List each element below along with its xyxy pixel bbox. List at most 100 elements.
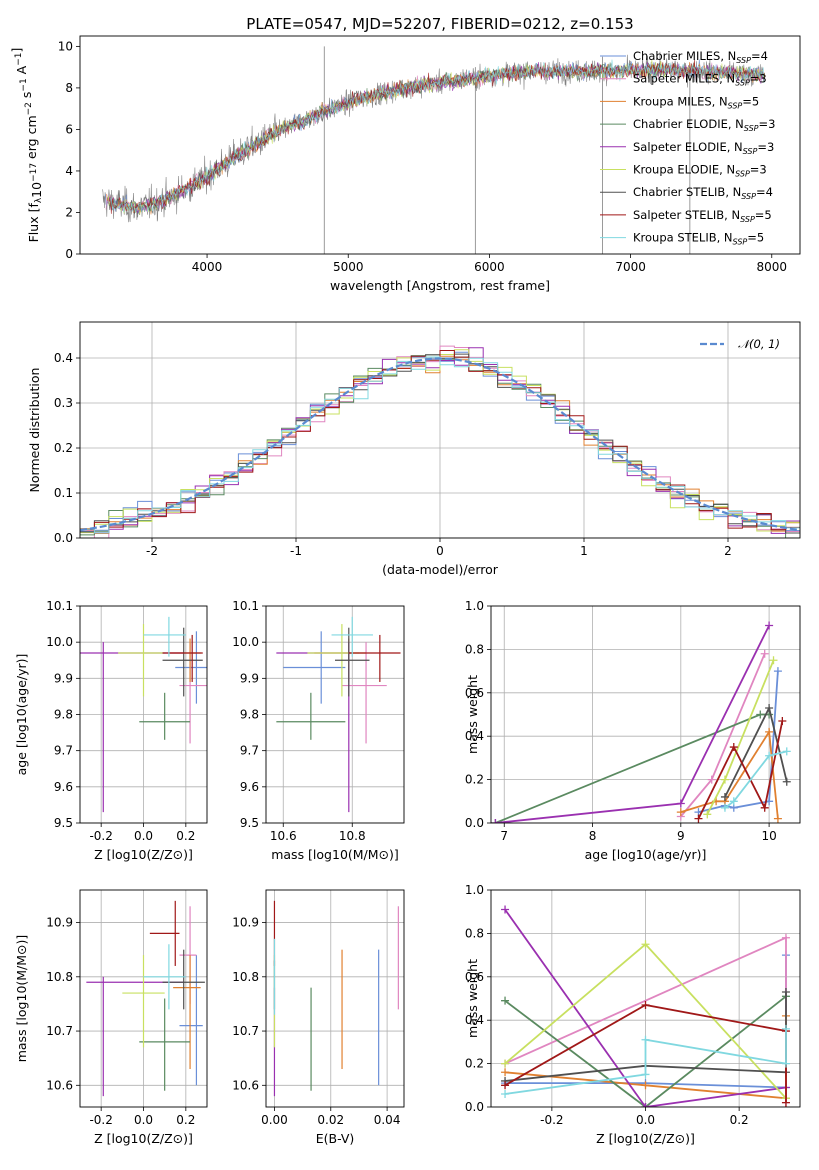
x-axis-label: (data-model)/error bbox=[382, 562, 499, 577]
plot-area bbox=[491, 890, 800, 1107]
x-tick-label: 0.0 bbox=[636, 1113, 655, 1127]
errorbar-point bbox=[335, 627, 370, 697]
plot-area bbox=[266, 606, 404, 823]
errorbar-point bbox=[173, 955, 201, 1070]
y-tick-label: 10.9 bbox=[232, 916, 259, 930]
plus-marker bbox=[641, 1001, 650, 1010]
y-tick-label: 9.7 bbox=[54, 744, 73, 758]
plus-marker bbox=[491, 819, 500, 823]
plot-area bbox=[491, 606, 800, 823]
panel-mass_vs_ebv: 0.00 0.02 0.04 10.6 10.7 10.8 10.9 E(B-V) bbox=[232, 889, 405, 1146]
y-tick-label: 9.6 bbox=[240, 780, 259, 794]
x-tick-label: 9 bbox=[677, 829, 685, 843]
y-axis-label-part: −2 bbox=[24, 102, 34, 115]
y-tick-label: 0.4 bbox=[465, 729, 484, 743]
legend-label: Kroupa ELODIE, NSSP=3 bbox=[633, 163, 767, 179]
plus-marker bbox=[641, 1081, 650, 1090]
errorbar-point bbox=[179, 906, 197, 1004]
plot-area bbox=[80, 890, 207, 1107]
plus-marker bbox=[781, 933, 790, 942]
y-tick-label: 0.8 bbox=[465, 926, 484, 940]
series-line bbox=[680, 653, 766, 818]
y-tick-label: 10.7 bbox=[232, 1024, 259, 1038]
panel-massweight_vs_Z: -0.2 0.0 0.2 0.0 0.2 0.4 0.6 0.8 1.0 Z [log10(Z/Z… bbox=[465, 883, 801, 1146]
panel-mass_vs_Z: -0.2 0.0 0.2 10.6 10.7 10.8 10.9 Z [log10(Z/Z⊙)… bbox=[14, 889, 208, 1146]
axes-frame bbox=[265, 889, 405, 1108]
errorbar-point bbox=[283, 631, 346, 704]
y-axis-label-part: −1 bbox=[14, 53, 24, 66]
series-line bbox=[504, 908, 787, 1107]
series-line bbox=[724, 750, 788, 809]
mass-weight-series bbox=[491, 710, 774, 823]
panel-spectrum: 4000 5000 6000 7000 8000 0 2 4 6 8 10 PLATE=0547, M… bbox=[9, 15, 801, 293]
plus-marker bbox=[720, 775, 729, 784]
x-tick-label: 0 bbox=[436, 544, 444, 558]
plus-marker bbox=[703, 810, 712, 819]
y-tick-label: 9.9 bbox=[54, 671, 73, 685]
y-axis-label: mass weight bbox=[465, 959, 480, 1038]
errorbar-point bbox=[175, 631, 207, 704]
y-tick-label: 9.9 bbox=[240, 671, 259, 685]
mass-weight-series bbox=[720, 747, 791, 812]
y-axis-label-part: λ bbox=[34, 197, 44, 203]
panel-age_vs_Z: -0.2 0.0 0.2 9.5 9.6 9.7 9.8 9.9 10.0 10.1 Z [log1… bbox=[14, 599, 208, 862]
y-tick-label: 9.5 bbox=[240, 816, 259, 830]
y-tick-label: 10.8 bbox=[232, 970, 259, 984]
x-tick-label: -1 bbox=[290, 544, 302, 558]
errorbar-point bbox=[162, 627, 203, 697]
y-axis-label-part: ] bbox=[9, 48, 24, 53]
y-tick-label: 0.4 bbox=[54, 351, 73, 365]
model-fit-line bbox=[109, 59, 765, 214]
y-tick-label: 6 bbox=[65, 122, 73, 136]
y-tick-label: 10.6 bbox=[46, 1078, 73, 1092]
x-tick-label: 0.04 bbox=[374, 1113, 401, 1127]
errorbar-point bbox=[122, 955, 165, 1048]
y-tick-label: 10.1 bbox=[232, 599, 259, 613]
plus-marker bbox=[765, 751, 774, 760]
plot-area bbox=[102, 46, 765, 254]
plus-marker bbox=[641, 1035, 650, 1044]
x-tick-label: 5000 bbox=[333, 260, 364, 274]
y-tick-label: 0.0 bbox=[54, 531, 73, 545]
x-axis-label: mass [log10(M/M⊙)] bbox=[271, 847, 399, 862]
mass-weight-series bbox=[720, 703, 791, 801]
plus-marker bbox=[781, 1059, 790, 1068]
x-tick-label: 0.00 bbox=[261, 1113, 288, 1127]
plus-marker bbox=[769, 656, 778, 665]
y-tick-label: 9.8 bbox=[54, 708, 73, 722]
y-axis-label: age [log10(age/yr)] bbox=[14, 654, 29, 776]
x-tick-label: -0.2 bbox=[89, 1113, 112, 1127]
x-tick-label: 8 bbox=[589, 829, 597, 843]
y-tick-label: 0.0 bbox=[465, 816, 484, 830]
y-axis-label-part: A bbox=[14, 65, 29, 78]
legend-label: Chabrier STELIB, NSSP=4 bbox=[633, 185, 773, 201]
plus-marker bbox=[729, 743, 738, 752]
y-tick-label: 0 bbox=[65, 247, 73, 261]
y-axis-label-part: −1 bbox=[19, 78, 29, 91]
series-line bbox=[697, 720, 784, 820]
plot-area bbox=[266, 890, 404, 1107]
y-tick-label: 0.1 bbox=[54, 486, 73, 500]
y-tick-label: 0.6 bbox=[465, 686, 484, 700]
y-tick-label: 10.1 bbox=[46, 599, 73, 613]
y-tick-label: 0.6 bbox=[465, 970, 484, 984]
plus-marker bbox=[501, 1089, 510, 1098]
plus-marker bbox=[501, 1059, 510, 1068]
plus-marker bbox=[501, 996, 510, 1005]
plus-marker bbox=[501, 905, 510, 914]
x-tick-label: 10 bbox=[761, 829, 776, 843]
y-axis-label-part: s bbox=[19, 92, 34, 103]
legend-label: Chabrier ELODIE, NSSP=3 bbox=[633, 117, 775, 133]
y-tick-label: 0.4 bbox=[465, 1013, 484, 1027]
mass-weight-series bbox=[491, 621, 774, 823]
x-tick-label: 1 bbox=[580, 544, 588, 558]
axes-frame bbox=[79, 889, 208, 1108]
plus-marker bbox=[765, 727, 774, 736]
plus-marker bbox=[781, 1024, 790, 1033]
x-tick-label: 7000 bbox=[615, 260, 646, 274]
x-tick-label: 0.2 bbox=[176, 829, 195, 843]
y-axis-label-part: Flux [f bbox=[26, 203, 41, 243]
axes-frame bbox=[490, 605, 801, 824]
x-tick-label: 0.0 bbox=[134, 1113, 153, 1127]
